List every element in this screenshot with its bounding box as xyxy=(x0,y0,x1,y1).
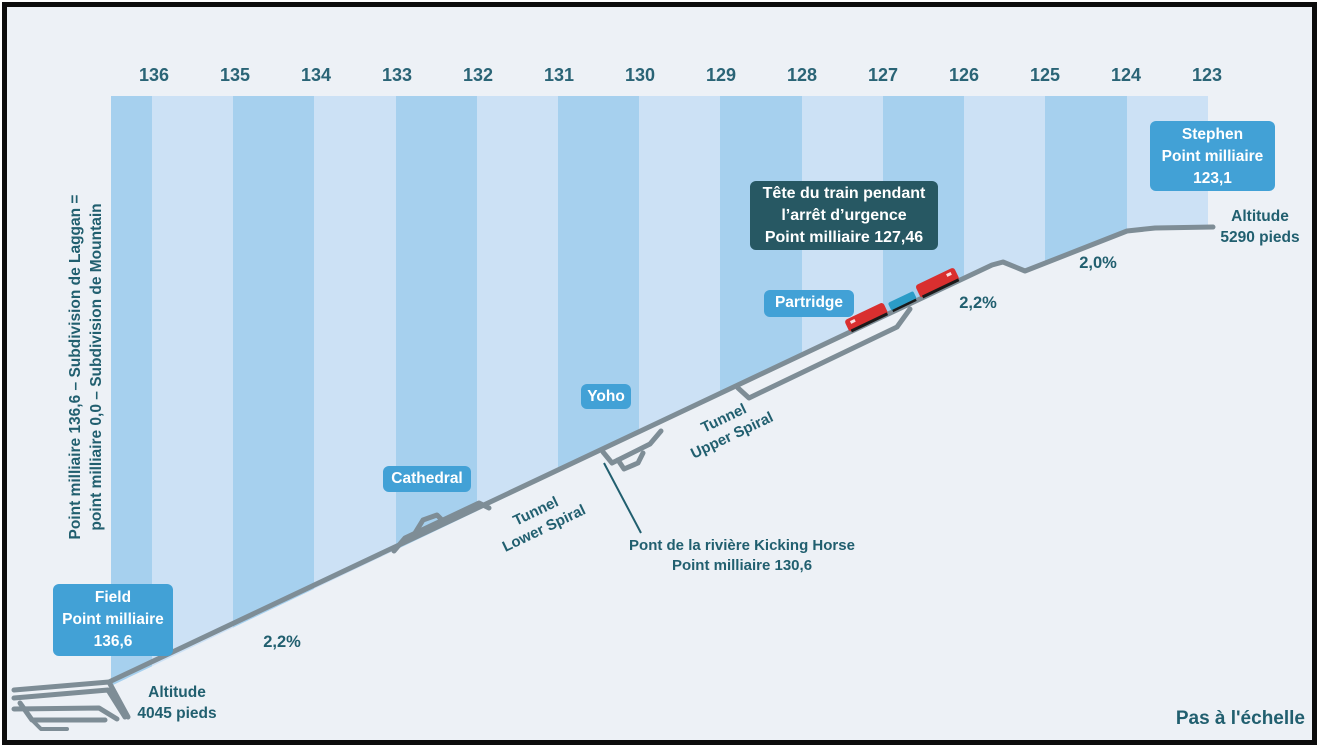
grade-label-upper: 2,0% xyxy=(1079,254,1117,272)
field-milepost-label: Point milliaire xyxy=(62,611,164,628)
grade-label-train: 2,2% xyxy=(959,294,997,312)
mile-marker-130: 130 xyxy=(624,65,656,85)
mile-marker-125: 125 xyxy=(1029,65,1061,85)
mile-marker-127: 127 xyxy=(867,65,899,85)
partridge-station-box: Partridge xyxy=(764,290,854,317)
subdivision-axis-line2: point milliaire 0,0 – Subdivision de Mou… xyxy=(88,203,105,531)
train-head-line3: Point milliaire 127,46 xyxy=(764,229,924,246)
track-profile-line xyxy=(11,224,1216,731)
mile-marker-135: 135 xyxy=(219,65,251,85)
train-head-line2: l’arrêt d’urgence xyxy=(781,207,907,224)
stephen-milepost-value: 123,1 xyxy=(1193,170,1232,187)
bridge-pointer-line xyxy=(603,462,642,534)
mile-marker-128: 128 xyxy=(786,65,818,85)
kicking-horse-bridge-label: Pont de la rivière Kicking Horse Point m… xyxy=(592,536,892,576)
mile-marker-132: 132 xyxy=(462,65,494,85)
track-profile-graphic xyxy=(11,96,1216,731)
grade-label-field: 2,2% xyxy=(263,633,301,651)
stephen-name: Stephen xyxy=(1181,126,1244,143)
partridge-siding xyxy=(735,306,913,401)
mile-marker-123: 123 xyxy=(1191,65,1223,85)
field-altitude-label: Altitude 4045 pieds xyxy=(127,682,227,724)
train-icon xyxy=(845,268,960,333)
train-head-line1: Tête du train pendant xyxy=(762,185,926,202)
mile-marker-124: 124 xyxy=(1110,65,1142,85)
mile-marker-134: 134 xyxy=(300,65,332,85)
lower-spiral-loop xyxy=(391,500,492,554)
stephen-altitude-word: Altitude xyxy=(1231,208,1289,225)
stephen-station-box: Stephen Point milliaire 123,1 xyxy=(1150,121,1275,191)
mile-marker-129: 129 xyxy=(705,65,737,85)
not-to-scale-note: Pas à l'échelle xyxy=(1175,708,1305,729)
upper-spiral-loop xyxy=(600,428,664,472)
bridge-name: Pont de la rivière Kicking Horse xyxy=(629,537,855,554)
stephen-milepost-label: Point milliaire xyxy=(1161,148,1264,165)
field-yard-tracks xyxy=(11,679,131,731)
field-name: Field xyxy=(94,589,132,606)
subdivision-axis-label: Point milliaire 136,6 – Subdivision de L… xyxy=(65,152,109,582)
field-station-box: Field Point milliaire 136,6 xyxy=(53,584,173,656)
field-milepost-value: 136,6 xyxy=(93,633,133,650)
field-altitude-word: Altitude xyxy=(148,684,206,701)
mile-marker-136: 136 xyxy=(138,65,170,85)
bridge-milepost: Point milliaire 130,6 xyxy=(671,557,813,574)
cathedral-station-box: Cathedral xyxy=(383,466,471,492)
train-head-callout-box: Tête du train pendant l’arrêt d’urgence … xyxy=(750,181,938,250)
yoho-station-box: Yoho xyxy=(581,384,631,409)
mile-marker-133: 133 xyxy=(381,65,413,85)
field-altitude-value: 4045 pieds xyxy=(137,705,217,722)
mile-marker-126: 126 xyxy=(948,65,980,85)
subdivision-axis-line1: Point milliaire 136,6 – Subdivision de L… xyxy=(67,194,84,540)
mile-marker-131: 131 xyxy=(543,65,575,85)
stephen-altitude-label: Altitude 5290 pieds xyxy=(1210,206,1310,248)
stephen-altitude-value: 5290 pieds xyxy=(1220,229,1300,246)
